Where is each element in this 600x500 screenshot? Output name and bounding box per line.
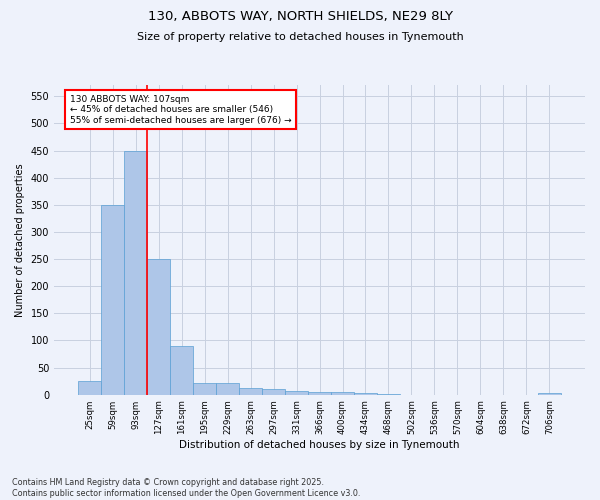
Bar (78, 381, 101, 394)
Bar (216, 383, 239, 394)
Text: Contains HM Land Registry data © Crown copyright and database right 2025.
Contai: Contains HM Land Registry data © Crown c… (12, 478, 361, 498)
Bar (285, 391, 308, 394)
Bar (262, 390, 285, 394)
X-axis label: Distribution of detached houses by size in Tynemouth: Distribution of detached houses by size … (179, 440, 460, 450)
Bar (101, 205, 124, 394)
Bar (538, 393, 561, 394)
Bar (308, 392, 331, 394)
Bar (354, 393, 377, 394)
Y-axis label: Number of detached properties: Number of detached properties (15, 164, 25, 317)
Bar (124, 150, 147, 394)
Text: 130 ABBOTS WAY: 107sqm
← 45% of detached houses are smaller (546)
55% of semi-de: 130 ABBOTS WAY: 107sqm ← 45% of detached… (70, 95, 292, 124)
Bar (239, 388, 262, 394)
Bar (331, 392, 354, 394)
Bar (193, 383, 216, 394)
Text: 130, ABBOTS WAY, NORTH SHIELDS, NE29 8LY: 130, ABBOTS WAY, NORTH SHIELDS, NE29 8LY (148, 10, 452, 23)
Text: Size of property relative to detached houses in Tynemouth: Size of property relative to detached ho… (137, 32, 463, 42)
Bar (170, 346, 193, 395)
Bar (147, 259, 170, 394)
